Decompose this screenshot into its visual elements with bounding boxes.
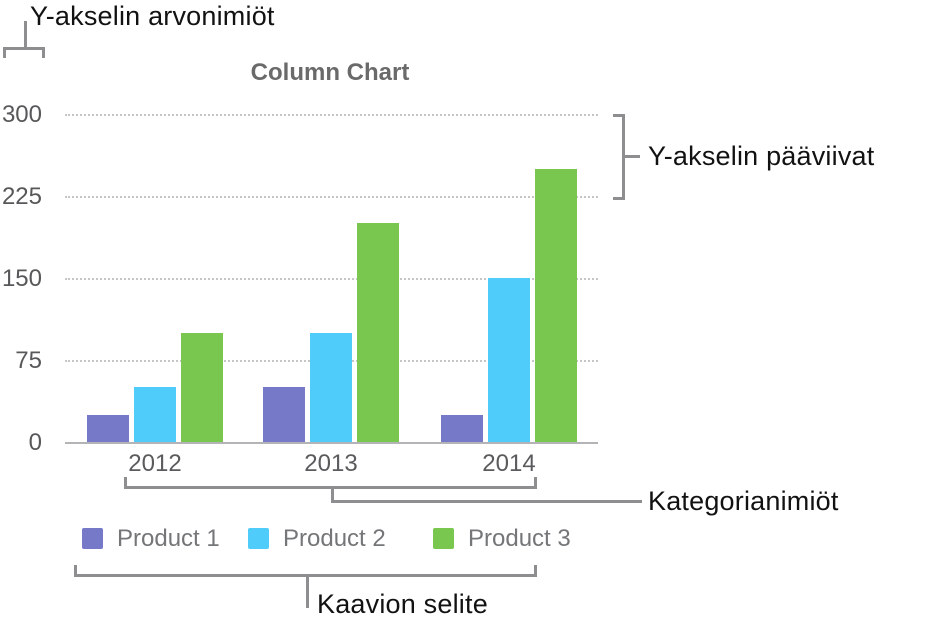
gridline-300 bbox=[65, 114, 598, 116]
legend-annotation: Kaavion selite bbox=[317, 589, 488, 619]
gridline-150 bbox=[65, 278, 598, 280]
category-label-2014: 2014 bbox=[482, 450, 536, 477]
bar-product-1-2014 bbox=[441, 415, 483, 442]
legend-item: Product 2 bbox=[248, 524, 386, 552]
bar-product-3-2012 bbox=[181, 333, 223, 442]
category-label-2012: 2012 bbox=[128, 450, 182, 477]
legend-connector-line bbox=[306, 576, 309, 608]
y-axis-tick-label: 300 bbox=[1, 101, 42, 128]
x-axis-line bbox=[65, 442, 598, 444]
y-axis-value-labels-bracket bbox=[3, 47, 45, 58]
category-labels-connector-vertical bbox=[331, 488, 334, 503]
y-axis-value-labels-annotation: Y-akselin arvonimiöt bbox=[30, 1, 275, 31]
y-gridlines-connector-line bbox=[624, 155, 640, 158]
legend-item: Product 1 bbox=[82, 524, 220, 552]
legend-item: Product 3 bbox=[433, 524, 571, 552]
legend-label: Product 2 bbox=[283, 524, 386, 552]
y-axis-tick-label: 75 bbox=[15, 347, 42, 374]
y-axis-tick-label: 225 bbox=[1, 183, 42, 210]
bar-product-2-2014 bbox=[488, 278, 530, 442]
legend-label: Product 1 bbox=[117, 524, 220, 552]
y-gridlines-bracket bbox=[613, 114, 625, 200]
category-labels-connector-horizontal bbox=[331, 500, 642, 503]
y-axis-tick-label: 0 bbox=[28, 429, 42, 456]
bar-product-3-2014 bbox=[535, 169, 577, 442]
gridline-225 bbox=[65, 196, 598, 198]
category-labels-bracket bbox=[124, 477, 537, 489]
bar-product-2-2013 bbox=[310, 333, 352, 442]
y-gridlines-annotation: Y-akselin pääviivat bbox=[648, 141, 875, 171]
legend-swatch-product-1 bbox=[82, 527, 103, 549]
bar-product-2-2012 bbox=[134, 387, 176, 442]
chart-title: Column Chart bbox=[250, 59, 410, 86]
y-axis-tick-label: 150 bbox=[1, 265, 42, 292]
legend-bracket bbox=[74, 565, 537, 577]
legend-swatch-product-3 bbox=[433, 527, 454, 549]
legend-label: Product 3 bbox=[468, 524, 571, 552]
bar-product-3-2013 bbox=[357, 223, 399, 442]
bar-product-1-2012 bbox=[87, 415, 129, 442]
category-label-2013: 2013 bbox=[304, 450, 358, 477]
category-labels-annotation: Kategorianimiöt bbox=[648, 486, 839, 516]
legend-swatch-product-2 bbox=[248, 527, 269, 549]
bar-product-1-2013 bbox=[263, 387, 305, 442]
y-axis-value-labels-connector-line bbox=[24, 21, 27, 48]
